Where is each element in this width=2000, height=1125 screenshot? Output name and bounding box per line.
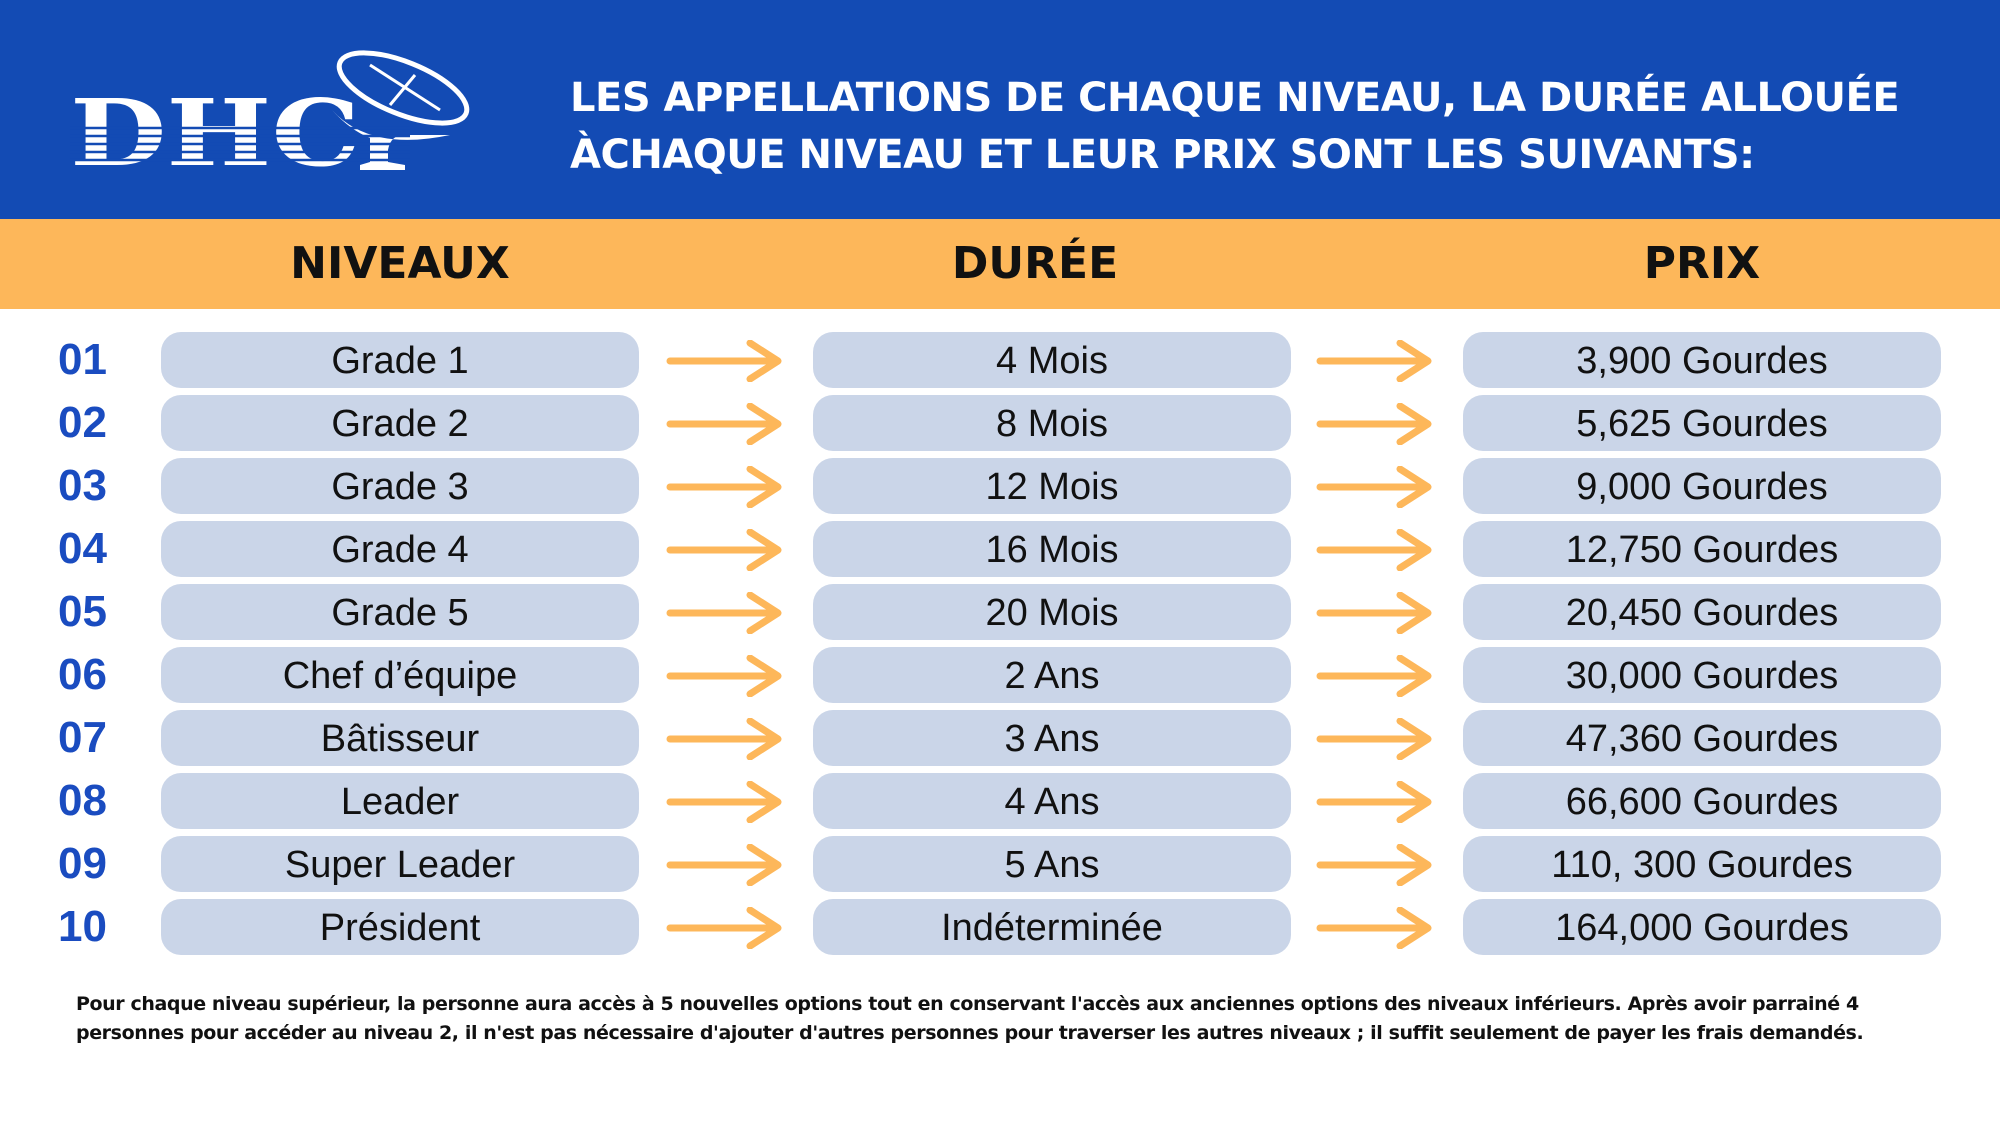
arrow-right-icon: [666, 402, 784, 446]
arrow-right-icon: [666, 654, 784, 698]
arrow-right-icon: [666, 780, 784, 824]
level-name: Super Leader: [161, 836, 639, 892]
column-header-duree: DURÉE: [951, 238, 1119, 289]
arrow-right-icon: [1316, 654, 1434, 698]
arrow-right-icon: [1316, 906, 1434, 950]
level-name: Bâtisseur: [161, 710, 639, 766]
level-number: 10: [58, 902, 107, 951]
level-price: 47,360 Gourdes: [1463, 710, 1941, 766]
level-name: Grade 2: [161, 395, 639, 451]
level-name: Grade 1: [161, 332, 639, 388]
arrow-right-icon: [1316, 402, 1434, 446]
arrow-right-icon: [666, 717, 784, 761]
level-number: 09: [58, 839, 107, 888]
arrow-right-icon: [666, 528, 784, 572]
title-line-1: LES APPELLATIONS DE CHAQUE NIVEAU, LA DU…: [570, 75, 1900, 121]
column-header-niveaux: NIVEAUX: [290, 238, 510, 289]
level-duration: 12 Mois: [813, 458, 1291, 514]
level-duration: 20 Mois: [813, 584, 1291, 640]
column-header-prix: PRIX: [1643, 238, 1761, 289]
arrow-right-icon: [666, 465, 784, 509]
level-name: Grade 3: [161, 458, 639, 514]
level-name: Président: [161, 899, 639, 955]
level-price: 5,625 Gourdes: [1463, 395, 1941, 451]
table-row: 08 Leader 4 Ans 66,600 Gourdes: [0, 773, 2000, 829]
level-number: 06: [58, 650, 107, 699]
table-row: 07 Bâtisseur 3 Ans 47,360 Gourdes: [0, 710, 2000, 766]
level-number: 02: [58, 398, 107, 447]
level-duration: 5 Ans: [813, 836, 1291, 892]
header-banner: DHC LES APPELLATIONS DE CHAQUE NIVEAU, L…: [0, 0, 2000, 219]
arrow-right-icon: [666, 339, 784, 383]
level-name: Leader: [161, 773, 639, 829]
table-row: 02 Grade 2 8 Mois 5,625 Gourdes: [0, 395, 2000, 451]
page-title: LES APPELLATIONS DE CHAQUE NIVEAU, LA DU…: [570, 70, 1900, 184]
level-duration: Indéterminée: [813, 899, 1291, 955]
level-price: 66,600 Gourdes: [1463, 773, 1941, 829]
arrow-right-icon: [666, 843, 784, 887]
level-price: 3,900 Gourdes: [1463, 332, 1941, 388]
level-duration: 2 Ans: [813, 647, 1291, 703]
level-duration: 8 Mois: [813, 395, 1291, 451]
arrow-right-icon: [1316, 528, 1434, 572]
level-price: 110, 300 Gourdes: [1463, 836, 1941, 892]
level-duration: 3 Ans: [813, 710, 1291, 766]
table-row: 09 Super Leader 5 Ans 110, 300 Gourdes: [0, 836, 2000, 892]
svg-text:DHC: DHC: [70, 79, 360, 180]
arrow-right-icon: [1316, 717, 1434, 761]
level-number: 01: [58, 335, 107, 384]
title-line-2: ÀCHAQUE NIVEAU ET LEUR PRIX SONT LES SUI…: [570, 132, 1755, 178]
level-duration: 16 Mois: [813, 521, 1291, 577]
level-number: 08: [58, 776, 107, 825]
level-name: Grade 5: [161, 584, 639, 640]
table-row: 06 Chef d’équipe 2 Ans 30,000 Gourdes: [0, 647, 2000, 703]
table-row: 01 Grade 1 4 Mois 3,900 Gourdes: [0, 332, 2000, 388]
table-row: 04 Grade 4 16 Mois 12,750 Gourdes: [0, 521, 2000, 577]
level-price: 164,000 Gourdes: [1463, 899, 1941, 955]
level-price: 9,000 Gourdes: [1463, 458, 1941, 514]
table-row: 10 Président Indéterminée 164,000 Gourde…: [0, 899, 2000, 955]
arrow-right-icon: [666, 906, 784, 950]
arrow-right-icon: [1316, 465, 1434, 509]
level-duration: 4 Mois: [813, 332, 1291, 388]
arrow-right-icon: [1316, 780, 1434, 824]
footer-note: Pour chaque niveau supérieur, la personn…: [76, 993, 1864, 1044]
arrow-right-icon: [1316, 843, 1434, 887]
column-header-bar: NIVEAUX DURÉE PRIX: [0, 219, 2000, 309]
table-row: 05 Grade 5 20 Mois 20,450 Gourdes: [0, 584, 2000, 640]
arrow-right-icon: [1316, 591, 1434, 635]
level-price: 30,000 Gourdes: [1463, 647, 1941, 703]
arrow-right-icon: [1316, 339, 1434, 383]
arrow-right-icon: [666, 591, 784, 635]
level-price: 20,450 Gourdes: [1463, 584, 1941, 640]
dhcp-logo: DHC: [70, 50, 470, 180]
level-price: 12,750 Gourdes: [1463, 521, 1941, 577]
level-number: 03: [58, 461, 107, 510]
level-duration: 4 Ans: [813, 773, 1291, 829]
level-number: 07: [58, 713, 107, 762]
table-row: 03 Grade 3 12 Mois 9,000 Gourdes: [0, 458, 2000, 514]
level-number: 05: [58, 587, 107, 636]
level-name: Chef d’équipe: [161, 647, 639, 703]
level-number: 04: [58, 524, 107, 573]
level-name: Grade 4: [161, 521, 639, 577]
